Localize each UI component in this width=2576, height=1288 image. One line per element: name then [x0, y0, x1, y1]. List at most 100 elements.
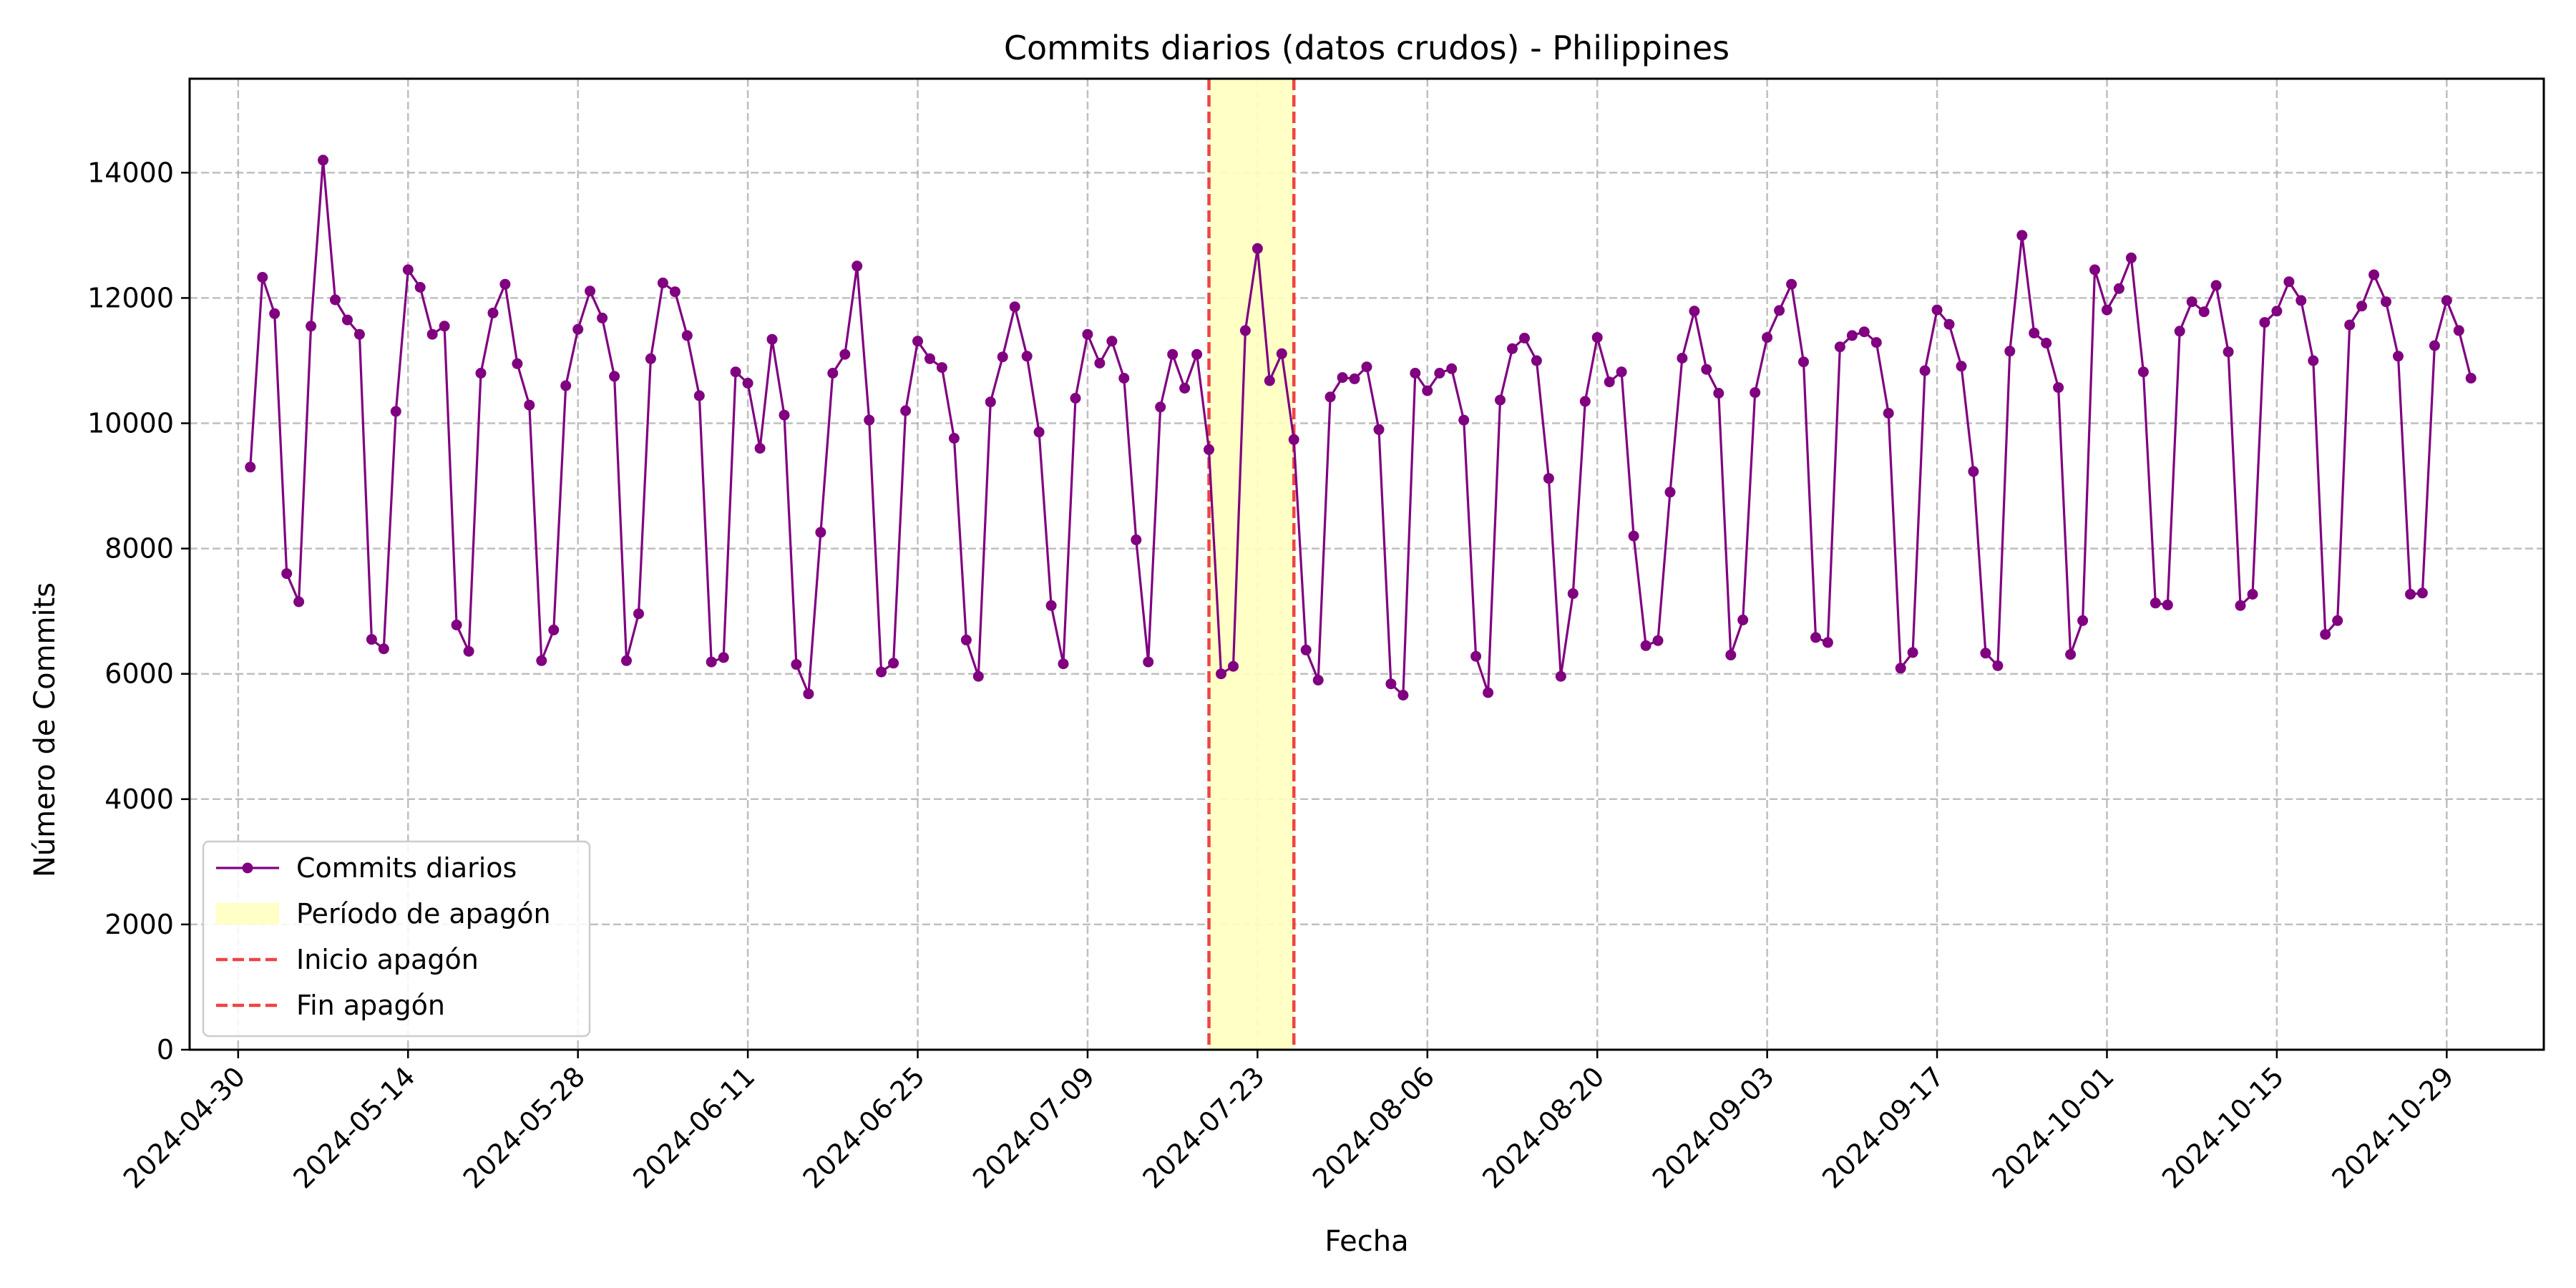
data-point: [864, 414, 875, 426]
data-point: [1701, 364, 1712, 375]
data-point: [1288, 434, 1299, 445]
data-point: [1324, 391, 1336, 403]
data-point: [827, 368, 839, 379]
plot-frame: [188, 77, 2545, 1051]
data-point: [779, 409, 790, 421]
data-point: [1604, 376, 1615, 388]
data-point: [1033, 426, 1045, 438]
data-point: [1725, 649, 1737, 660]
data-point: [1410, 368, 1421, 379]
data-point: [597, 312, 608, 323]
data-point: [366, 634, 377, 645]
data-point: [2416, 587, 2428, 599]
data-point: [1385, 678, 1397, 690]
data-point: [681, 330, 693, 341]
axes-frame: [188, 77, 2545, 1051]
data-point: [1179, 383, 1191, 394]
data-point: [657, 277, 668, 288]
data-point: [1094, 358, 1106, 369]
y-tick-label: 12000: [87, 282, 174, 313]
data-point: [1992, 660, 2004, 671]
data-point: [2077, 615, 2089, 626]
data-point: [463, 645, 474, 657]
data-point: [1118, 373, 1130, 384]
data-point: [1689, 306, 1700, 317]
data-point: [1021, 351, 1033, 362]
data-point: [791, 659, 802, 670]
data-point: [730, 366, 741, 378]
data-point: [1664, 487, 1676, 498]
data-point: [1337, 372, 1348, 384]
data-point: [2137, 366, 2149, 378]
data-point: [948, 433, 960, 444]
data-point: [2150, 597, 2161, 609]
data-point: [548, 624, 560, 635]
data-point: [1713, 388, 1724, 399]
data-point: [585, 286, 596, 297]
data-point: [1106, 336, 1118, 347]
data-point: [281, 568, 293, 580]
data-point: [1495, 394, 1506, 406]
legend-entry-label: Inicio apagón: [296, 944, 479, 975]
data-point: [2125, 252, 2137, 263]
data-point: [2065, 649, 2077, 660]
data-point: [693, 390, 705, 401]
data-point: [426, 328, 438, 340]
data-point: [2405, 589, 2416, 600]
data-point: [669, 286, 680, 298]
data-point: [2429, 340, 2440, 351]
data-point: [2053, 382, 2064, 394]
blackout-region: [1207, 79, 1296, 1050]
data-point: [1555, 670, 1566, 682]
legend-box: [202, 840, 591, 1038]
data-point: [1677, 353, 1688, 364]
data-point: [2174, 326, 2185, 337]
data-point: [1228, 660, 1239, 672]
data-point: [1264, 375, 1275, 386]
data-point: [1397, 690, 1409, 701]
data-point: [1943, 318, 1955, 330]
data-point: [2381, 296, 2391, 308]
data-point: [499, 278, 511, 290]
data-point: [1762, 332, 1773, 343]
data-point: [1870, 337, 1882, 348]
data-point: [2247, 589, 2258, 600]
data-point: [536, 655, 547, 666]
data-point: [2016, 230, 2028, 241]
data-point: [960, 634, 972, 645]
data-point: [439, 321, 450, 332]
data-point: [815, 527, 826, 538]
data-point: [754, 443, 766, 454]
data-point: [706, 656, 717, 668]
data-point: [985, 396, 996, 408]
data-point: [1931, 304, 1943, 316]
data-point: [1446, 363, 1458, 374]
data-point: [378, 643, 389, 655]
data-point: [1543, 473, 1554, 484]
data-point: [2332, 615, 2343, 626]
legend-entry-label: Período de apagón: [296, 898, 551, 930]
data-point: [1858, 326, 1870, 338]
data-point: [342, 314, 353, 326]
data-point: [1312, 675, 1324, 686]
data-point: [2453, 325, 2464, 336]
y-tick-label: 2000: [104, 909, 174, 940]
data-point: [2113, 283, 2124, 294]
y-tick-label: 10000: [87, 408, 174, 439]
data-point: [2320, 629, 2331, 640]
legend: Commits diarios Período de apagón Inicio a…: [202, 840, 591, 1038]
data-point: [2210, 280, 2222, 291]
data-point: [1591, 332, 1603, 343]
data-point: [257, 272, 268, 283]
data-point: [1458, 414, 1470, 426]
data-point: [1470, 650, 1482, 662]
data-point: [1834, 341, 1845, 353]
data-point: [2271, 306, 2283, 317]
legend-handle-patch: [216, 903, 279, 924]
data-point: [609, 371, 620, 382]
data-point: [2259, 317, 2270, 328]
data-point: [1810, 632, 1821, 643]
data-point: [2441, 295, 2452, 306]
y-tick-label: 8000: [104, 533, 174, 565]
data-point: [245, 462, 256, 473]
